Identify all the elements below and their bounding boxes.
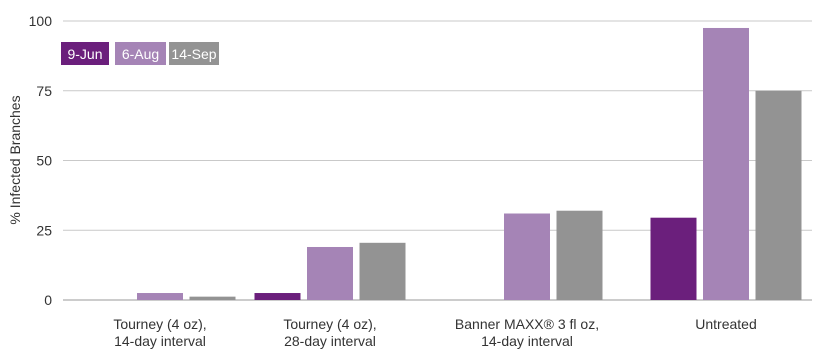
bars [137, 27, 802, 300]
legend-swatch-6-Aug [115, 42, 166, 65]
y-tick-label-0: 0 [44, 292, 52, 308]
legend-swatch-9-Jun [61, 42, 109, 65]
bar-14-Sep-1 [359, 242, 406, 300]
legend-label-14-Sep: 14-Sep [171, 46, 216, 62]
category-label-2-1: 14-day interval [481, 333, 573, 349]
legend-label-6-Aug: 6-Aug [122, 46, 159, 62]
y-tick-label-25: 25 [36, 222, 52, 238]
y-tick-label-75: 75 [36, 83, 52, 99]
legend: 9-Jun 6-Aug 14-Sep [61, 42, 219, 65]
bar-6-Aug-2 [504, 213, 550, 300]
bar-6-Aug-0 [137, 293, 183, 300]
y-axis-label: % Infected Branches [7, 95, 23, 224]
bar-6-Aug-3 [703, 27, 749, 300]
y-tick-label-50: 50 [36, 153, 52, 169]
legend-swatch-14-Sep [169, 42, 219, 65]
bar-14-Sep-2 [556, 210, 603, 300]
category-label-0-1: 14-day interval [114, 333, 206, 349]
legend-label-9-Jun: 9-Jun [67, 46, 102, 62]
category-label-0-0: Tourney (4 oz), [113, 316, 206, 332]
bar-9-Jun-3 [650, 217, 697, 300]
category-label-3-0: Untreated [695, 316, 756, 332]
category-label-1-1: 28-day interval [284, 333, 376, 349]
bar-6-Aug-1 [307, 246, 353, 300]
category-label-2-0: Banner MAXX® 3 fl oz, [455, 316, 599, 332]
bar-9-Jun-1 [254, 293, 301, 300]
bar-14-Sep-0 [189, 296, 236, 300]
category-label-1-0: Tourney (4 oz), [283, 316, 376, 332]
y-tick-label-100: 100 [29, 13, 53, 29]
y-axis-ticks: 0 25 50 75 100 [29, 13, 53, 308]
bar-14-Sep-3 [755, 90, 802, 300]
